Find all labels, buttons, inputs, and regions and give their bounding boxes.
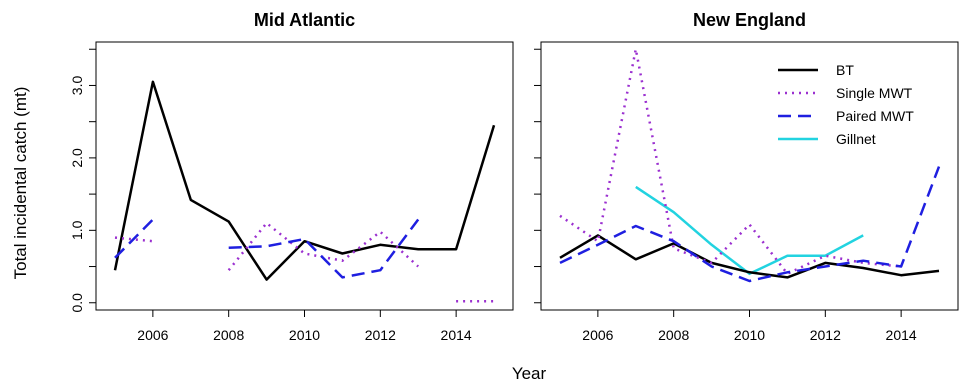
series-line-paired-mwt [228, 218, 420, 279]
series-line-bt [113, 80, 496, 281]
series-bt [113, 80, 496, 281]
x-tick-label: 2014 [886, 327, 917, 343]
panel-title: New England [693, 10, 806, 30]
plot-frame [540, 41, 959, 311]
legend: BT Single MWT Paired MWT Gillnet [778, 62, 914, 147]
legend-label-paired-mwt: Paired MWT [836, 108, 914, 124]
series-line-single-mwt [559, 47, 902, 276]
x-axis-label: Year [512, 364, 547, 383]
series-line-paired-mwt [559, 166, 941, 283]
y-tick-label: 2.0 [69, 148, 85, 168]
plot-frame [95, 41, 514, 311]
y-tick-label: 0.0 [69, 293, 85, 313]
x-tick-label: 2014 [441, 327, 472, 343]
x-tick-label: 2008 [658, 327, 689, 343]
series-line-paired-mwt [114, 218, 154, 259]
panel-mid-atlantic: Mid Atlantic 2006 2008 2010 2012 2014 0.0 1.0 2.… [69, 10, 514, 343]
series-single-mwt [559, 47, 902, 276]
series-line-bt [559, 234, 940, 279]
x-tick-label: 2008 [213, 327, 244, 343]
x-tick-label: 2012 [810, 327, 841, 343]
x-tick-label: 2006 [137, 327, 168, 343]
x-tick-label: 2010 [734, 327, 765, 343]
x-tick-label: 2010 [289, 327, 320, 343]
series-paired-mwt [114, 218, 420, 279]
y-tick-label: 1.0 [69, 220, 85, 240]
series-line-single-mwt [227, 221, 420, 271]
legend-label-gillnet: Gillnet [836, 131, 876, 147]
legend-label-single-mwt: Single MWT [836, 85, 913, 101]
panel-title: Mid Atlantic [254, 10, 355, 30]
series-bt [559, 234, 940, 279]
x-tick-label: 2006 [582, 327, 613, 343]
y-tick-label: 3.0 [69, 76, 85, 96]
series-paired-mwt [559, 166, 941, 283]
y-axis-label: Total incidental catch (mt) [11, 87, 30, 280]
panel-new-england: New England 2006 2008 2010 2012 2014 BT Single … [534, 10, 959, 343]
series-gillnet [635, 185, 864, 276]
legend-label-bt: BT [836, 62, 854, 78]
series-single-mwt [114, 221, 494, 303]
series-line-gillnet [635, 185, 864, 276]
x-tick-label: 2012 [365, 327, 396, 343]
